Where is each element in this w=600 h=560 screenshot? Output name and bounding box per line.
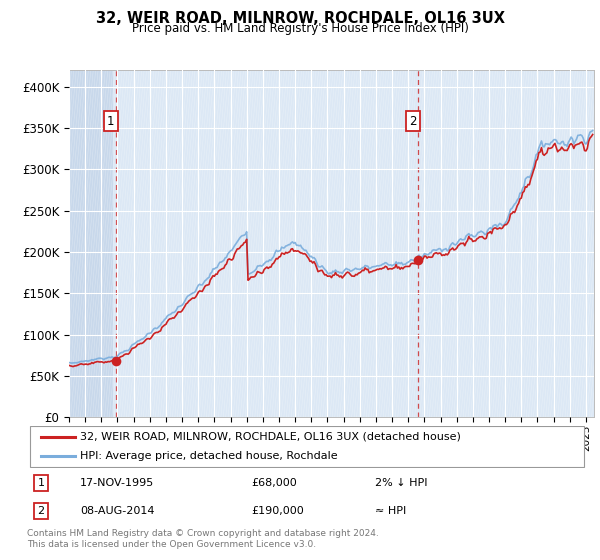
Text: Price paid vs. HM Land Registry's House Price Index (HPI): Price paid vs. HM Land Registry's House … <box>131 22 469 35</box>
FancyBboxPatch shape <box>30 427 584 467</box>
Text: HPI: Average price, detached house, Rochdale: HPI: Average price, detached house, Roch… <box>80 451 338 461</box>
Text: 1: 1 <box>107 115 115 128</box>
Text: 1: 1 <box>38 478 44 488</box>
Text: £190,000: £190,000 <box>251 506 304 516</box>
Text: 2: 2 <box>409 115 416 128</box>
Text: 2: 2 <box>37 506 44 516</box>
Text: Contains HM Land Registry data © Crown copyright and database right 2024.
This d: Contains HM Land Registry data © Crown c… <box>27 529 379 549</box>
Text: 32, WEIR ROAD, MILNROW, ROCHDALE, OL16 3UX (detached house): 32, WEIR ROAD, MILNROW, ROCHDALE, OL16 3… <box>80 432 461 442</box>
Text: ≈ HPI: ≈ HPI <box>375 506 406 516</box>
Text: £68,000: £68,000 <box>251 478 297 488</box>
Text: 08-AUG-2014: 08-AUG-2014 <box>80 506 155 516</box>
Text: 32, WEIR ROAD, MILNROW, ROCHDALE, OL16 3UX: 32, WEIR ROAD, MILNROW, ROCHDALE, OL16 3… <box>95 11 505 26</box>
Text: 2% ↓ HPI: 2% ↓ HPI <box>375 478 427 488</box>
Text: 17-NOV-1995: 17-NOV-1995 <box>80 478 155 488</box>
